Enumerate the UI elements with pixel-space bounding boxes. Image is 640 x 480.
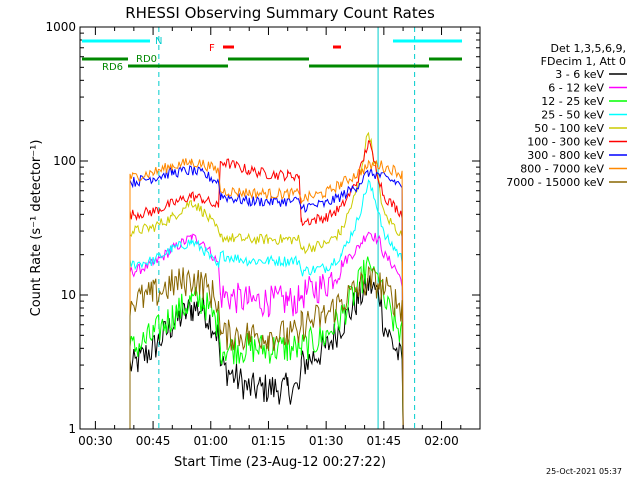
legend-label: 6 - 12 keV xyxy=(548,82,604,95)
legend-header-line-1: Det 1,3,5,6,9, xyxy=(550,42,626,55)
legend: Det 1,3,5,6,9, FDecim 1, Att 0 3 - 6 keV… xyxy=(506,42,627,189)
series-line xyxy=(129,256,404,430)
x-tick-label: 01:45 xyxy=(367,434,402,448)
series-line xyxy=(129,265,404,430)
rd6-annotation: RD6 xyxy=(102,62,123,73)
legend-label: 7000 - 15000 keV xyxy=(506,176,604,189)
vertical-markers xyxy=(158,27,416,429)
legend-label: 3 - 6 keV xyxy=(555,68,604,81)
y-tick-label: 1 xyxy=(68,422,76,436)
series-line xyxy=(129,179,404,430)
f-annotation: F xyxy=(209,43,215,54)
x-tick-label: 00:45 xyxy=(136,434,171,448)
y-tick-label: 1000 xyxy=(45,20,76,34)
state-bars: N F RD0 RD6 xyxy=(82,36,462,73)
y-tick-label: 10 xyxy=(61,288,76,302)
y-tick-label: 100 xyxy=(53,154,76,168)
series-lines xyxy=(129,131,404,430)
n-annotation: N xyxy=(155,36,162,47)
series-line xyxy=(129,231,404,430)
x-tick-label: 00:30 xyxy=(78,434,113,448)
legend-label: 25 - 50 keV xyxy=(541,109,604,122)
legend-label: 50 - 100 keV xyxy=(534,122,604,135)
legend-header-line-2: FDecim 1, Att 0 xyxy=(541,55,626,68)
y-axis-ticks: 1 10 100 1000 xyxy=(45,20,480,436)
y-axis-label: Count Rate (s⁻¹ detector⁻¹) xyxy=(29,140,44,317)
footer-timestamp: 25-Oct-2021 05:37 xyxy=(546,467,622,476)
rd0-annotation: RD0 xyxy=(136,54,157,65)
x-tick-label: 01:15 xyxy=(251,434,286,448)
x-tick-label: 01:30 xyxy=(309,434,344,448)
x-tick-label: 01:00 xyxy=(193,434,228,448)
series-line xyxy=(129,165,404,430)
x-axis-label: Start Time (23-Aug-12 00:27:22) xyxy=(174,455,386,470)
series-line xyxy=(129,140,404,430)
plot-frame xyxy=(79,26,481,430)
x-axis-ticks: 00:30 00:45 01:00 01:15 01:30 01:45 02:00 xyxy=(78,27,462,448)
legend-label: 300 - 800 keV xyxy=(527,149,604,162)
x-tick-label: 02:00 xyxy=(424,434,459,448)
legend-label: 100 - 300 keV xyxy=(527,136,604,149)
series-line xyxy=(129,158,404,430)
chart-title: RHESSI Observing Summary Count Rates xyxy=(125,4,435,22)
legend-label: 12 - 25 keV xyxy=(541,95,604,108)
legend-label: 800 - 7000 keV xyxy=(520,163,604,176)
